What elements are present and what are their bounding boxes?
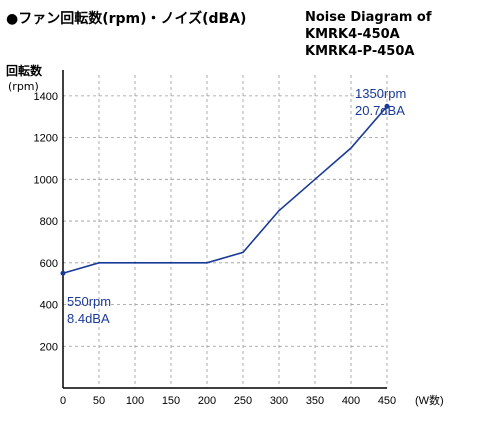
x-tick-label: 0 bbox=[60, 395, 66, 407]
x-axis-unit: (W数) bbox=[415, 394, 444, 407]
data-point bbox=[60, 270, 66, 276]
y-tick-label: 400 bbox=[40, 300, 58, 312]
y-tick-label: 1200 bbox=[34, 133, 58, 145]
series-line bbox=[62, 105, 388, 275]
x-tick-label: 200 bbox=[198, 395, 216, 407]
annotation-end-dba: 20.7dBA bbox=[355, 103, 405, 118]
annotation-start-dba: 8.4dBA bbox=[67, 311, 110, 326]
x-tick-label: 250 bbox=[234, 395, 252, 407]
chart-title-jp: ●ファン回転数(rpm)・ノイズ(dBA) bbox=[6, 11, 247, 27]
x-tick-label: 150 bbox=[162, 395, 180, 407]
y-axis-unit: (rpm) bbox=[8, 80, 39, 93]
annotation-start-rpm: 550rpm bbox=[67, 294, 112, 309]
chart-title-line-2: KMRK4-450A bbox=[305, 27, 400, 42]
y-tick-label: 1000 bbox=[34, 174, 58, 186]
x-tick-label: 50 bbox=[93, 395, 105, 407]
chart-title-line-3: KMRK4-P-450A bbox=[305, 44, 415, 59]
annotation-start: 550rpm 8.4dBA bbox=[67, 293, 111, 327]
x-tick-label: 100 bbox=[126, 395, 144, 407]
x-tick-label: 450 bbox=[378, 395, 396, 407]
annotation-end-rpm: 1350rpm bbox=[355, 86, 407, 101]
x-tick-label: 400 bbox=[342, 395, 360, 407]
x-tick-label: 300 bbox=[270, 395, 288, 407]
y-tick-label: 200 bbox=[40, 341, 58, 353]
x-tick-label: 350 bbox=[306, 395, 324, 407]
annotation-end: 1350rpm 20.7dBA bbox=[355, 85, 406, 119]
y-tick-label: 1400 bbox=[34, 91, 58, 103]
y-tick-label: 600 bbox=[40, 258, 58, 270]
y-axis-label: 回転数 bbox=[6, 64, 43, 78]
data-point bbox=[384, 103, 390, 109]
chart-title-line-1: Noise Diagram of bbox=[305, 10, 432, 25]
y-tick-label: 800 bbox=[40, 216, 58, 228]
